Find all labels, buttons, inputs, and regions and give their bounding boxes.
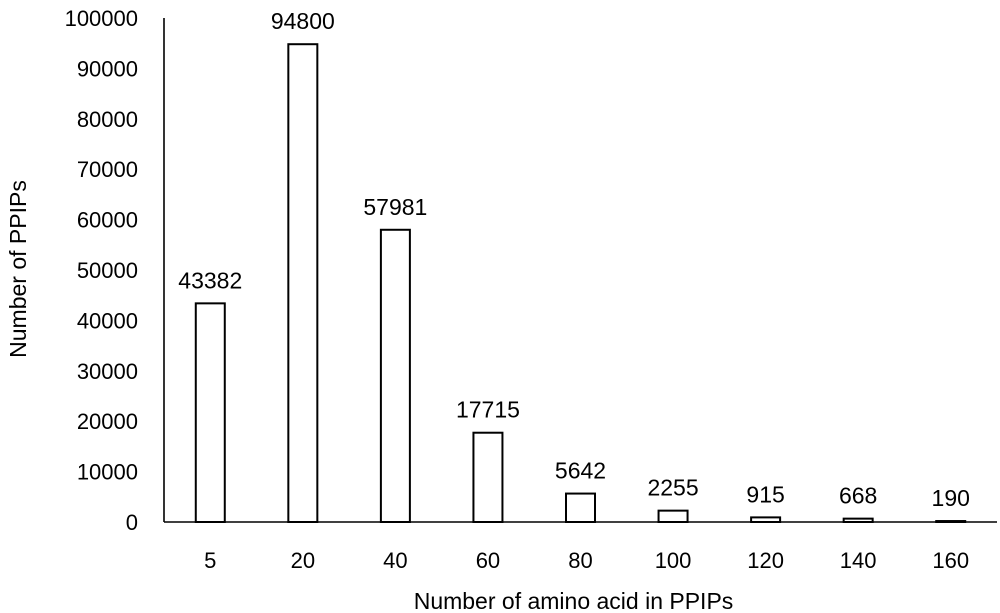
x-tick-label-140: 140	[840, 548, 877, 573]
y-tick-label: 70000	[77, 157, 138, 182]
data-label-100: 2255	[647, 475, 698, 501]
data-label-40: 57981	[363, 194, 427, 220]
x-tick-label-5: 5	[204, 548, 216, 573]
data-labels: 43382 94800 57981 17715 5642 2255 915 668 190	[178, 8, 970, 511]
x-tick-label-120: 120	[747, 548, 784, 573]
bar-100	[657, 509, 689, 523]
y-tick-label: 50000	[77, 258, 138, 283]
y-tick-label: 20000	[77, 409, 138, 434]
x-axis-title: Number of amino acid in PPIPs	[414, 588, 734, 613]
y-tick-label: 60000	[77, 208, 138, 233]
x-tick-label-160: 160	[932, 548, 969, 573]
data-label-5: 43382	[178, 267, 242, 293]
data-label-140: 668	[839, 483, 877, 509]
x-axis-ticks: 5 20 40 60 80 100 120 140 160	[204, 548, 969, 573]
data-label-120: 915	[746, 481, 784, 507]
y-axis-title: Number of PPIPs	[5, 180, 31, 358]
y-tick-label: 80000	[77, 107, 138, 132]
y-tick-label: 90000	[77, 56, 138, 81]
y-axis-ticks: 0 10000 20000 30000 40000 50000 60000 70000 8000…	[65, 6, 138, 535]
x-tick-label-60: 60	[476, 548, 500, 573]
y-tick-label: 0	[126, 510, 138, 535]
x-tick-label-100: 100	[655, 548, 692, 573]
bar-20	[287, 43, 319, 523]
data-label-80: 5642	[555, 458, 606, 484]
bar-80	[565, 492, 596, 524]
x-tick-label-40: 40	[383, 548, 407, 573]
bar-60	[472, 431, 504, 523]
x-tick-label-80: 80	[568, 548, 592, 573]
bars	[194, 43, 967, 524]
data-label-160: 190	[932, 485, 970, 511]
data-label-60: 17715	[456, 397, 520, 423]
y-tick-label: 100000	[65, 6, 138, 31]
data-label-20: 94800	[271, 8, 335, 34]
x-tick-label-20: 20	[291, 548, 315, 573]
bar-5	[194, 302, 226, 523]
y-tick-label: 10000	[77, 460, 138, 485]
y-tick-label: 30000	[77, 359, 138, 384]
y-tick-label: 40000	[77, 308, 138, 333]
bar-40	[379, 228, 411, 523]
